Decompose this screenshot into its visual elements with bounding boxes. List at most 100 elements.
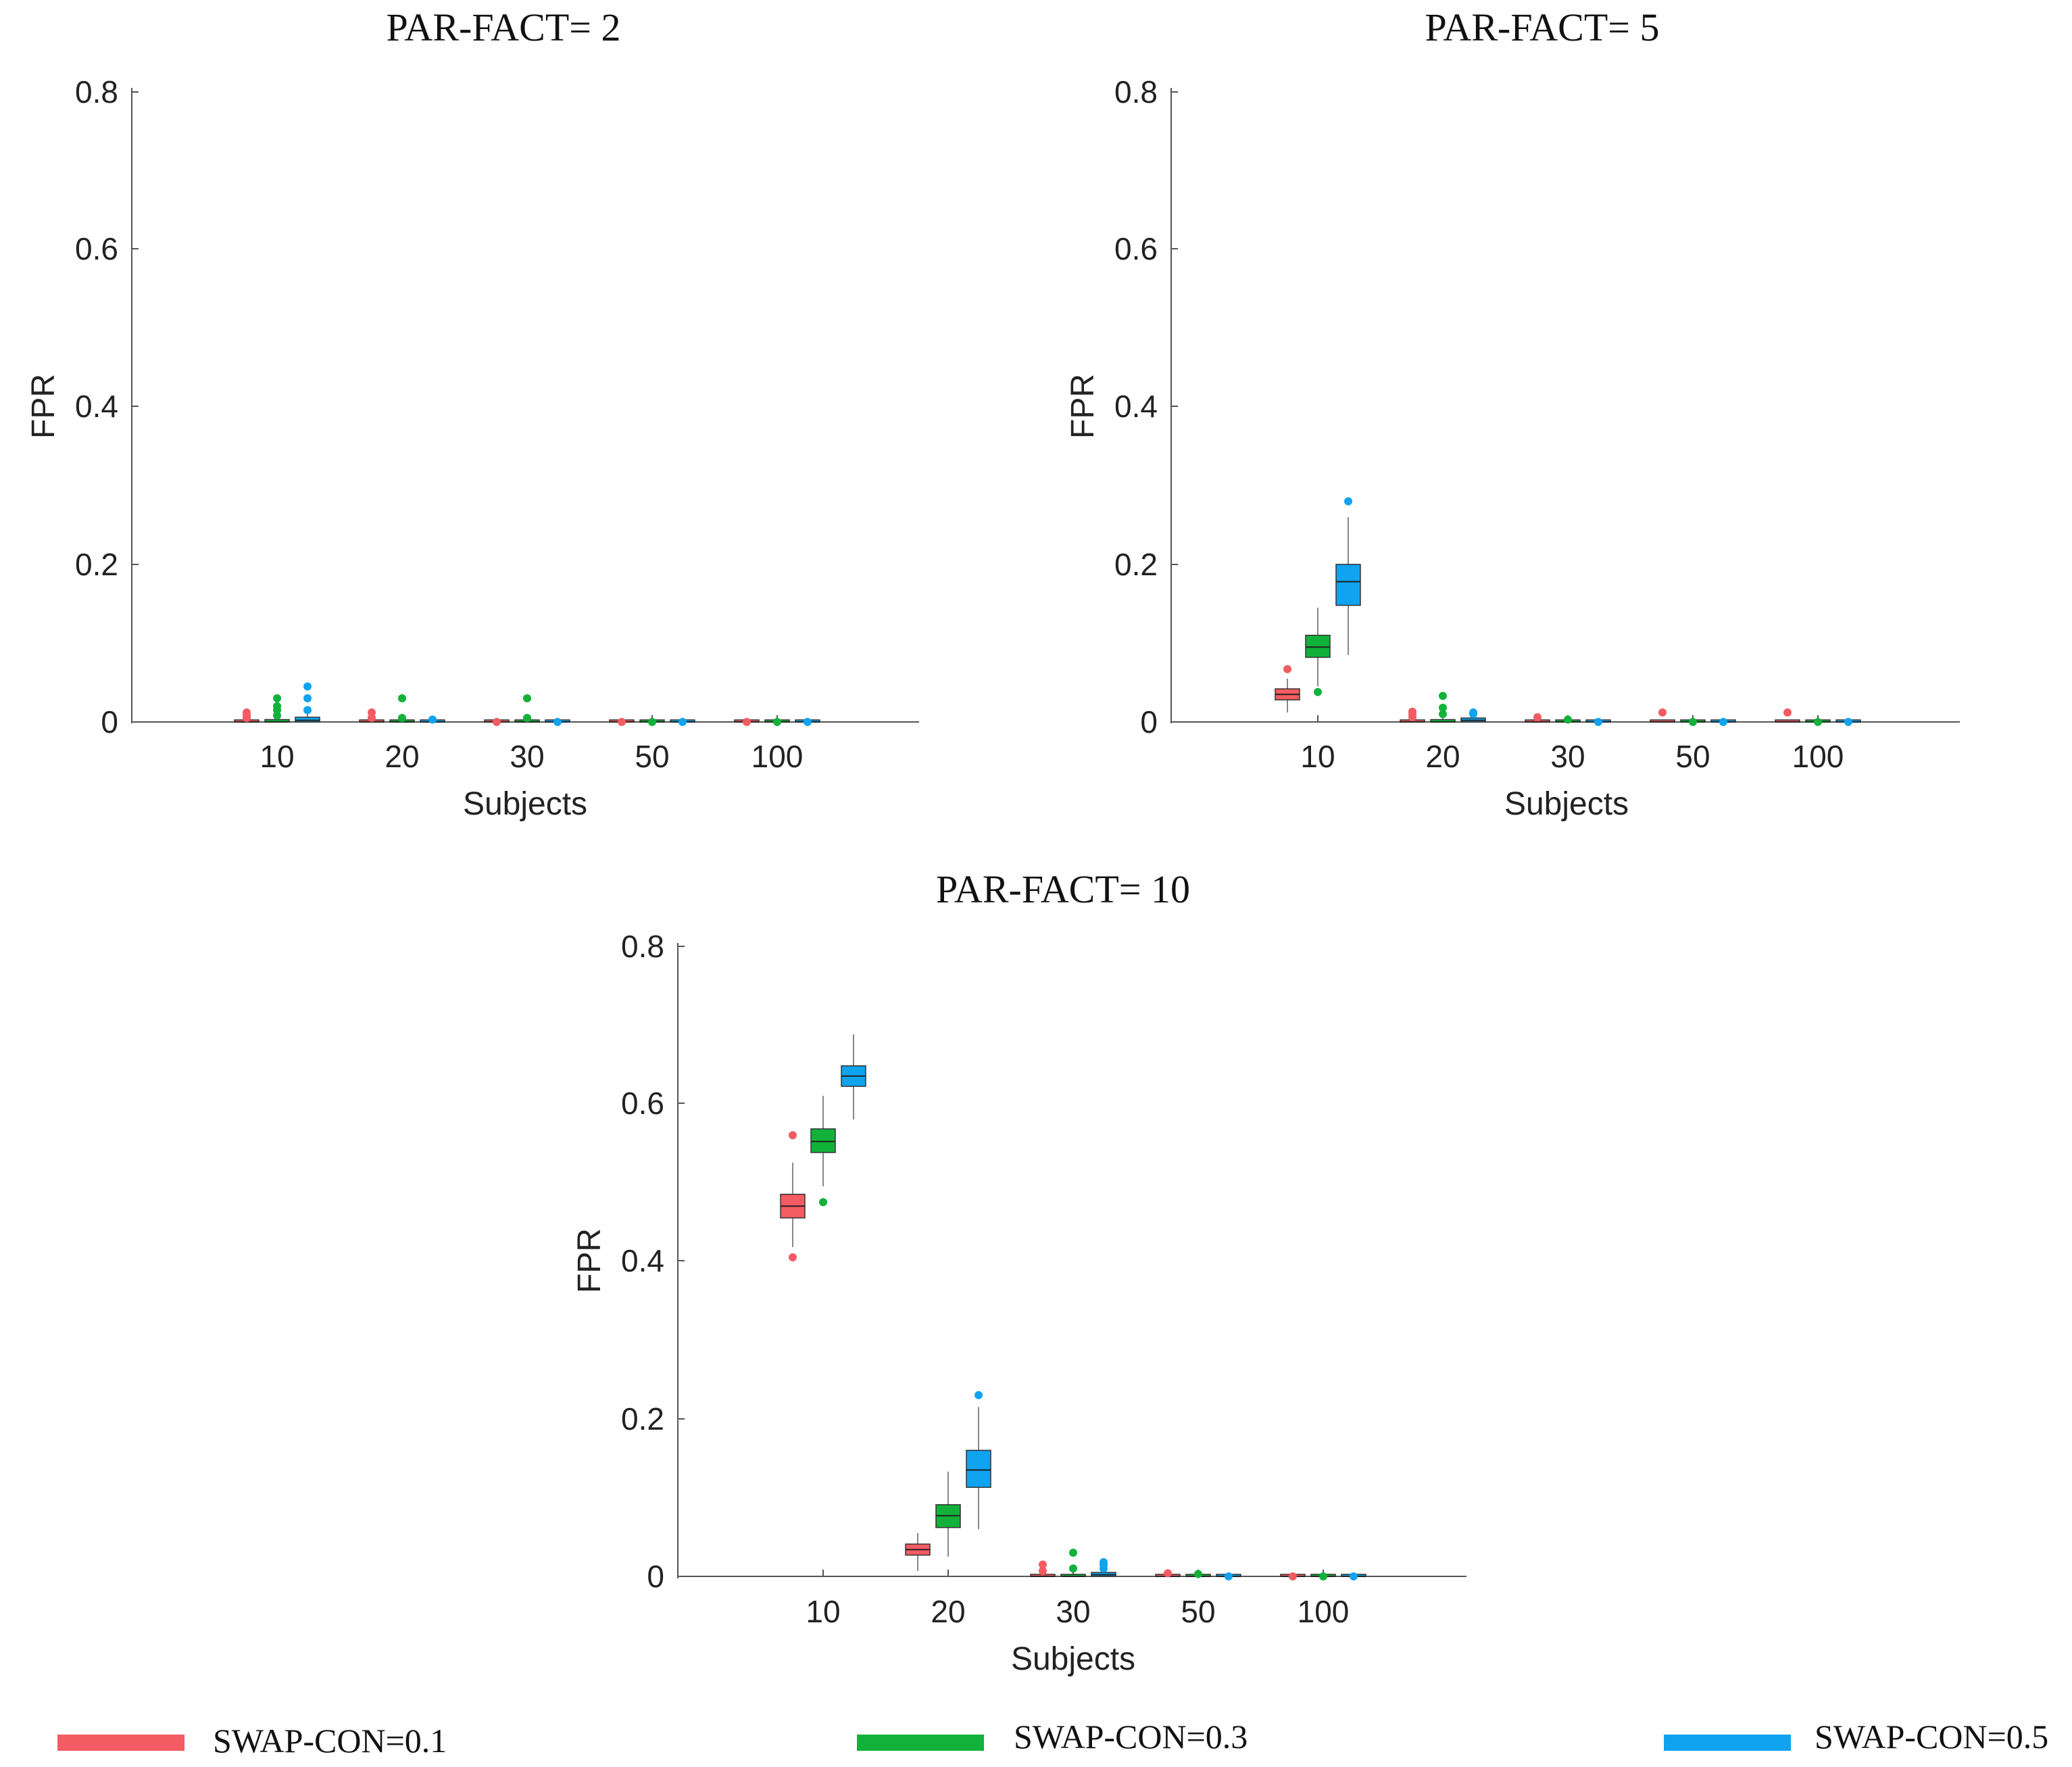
outlier-point bbox=[1225, 1572, 1233, 1580]
outlier-point bbox=[1469, 708, 1477, 717]
y-tick-label: 0.8 bbox=[621, 929, 664, 964]
outlier-point bbox=[1283, 664, 1291, 673]
outlier-point bbox=[773, 718, 781, 726]
legend-item: SWAP-CON=0.3 bbox=[857, 1718, 1248, 1756]
y-axis-label: FPR bbox=[1065, 374, 1101, 439]
y-tick-label: 0.8 bbox=[75, 74, 118, 110]
outlier-point bbox=[493, 718, 501, 726]
outlier-point bbox=[1069, 1549, 1077, 1557]
outlier-point bbox=[975, 1390, 983, 1399]
outlier-point bbox=[303, 694, 312, 703]
legend-label: SWAP-CON=0.1 bbox=[213, 1722, 447, 1760]
x-tick-label: 50 bbox=[1675, 739, 1710, 774]
x-axis-label: Subjects bbox=[1504, 786, 1629, 822]
y-tick-label: 0.2 bbox=[1114, 547, 1158, 582]
outlier-point bbox=[398, 714, 406, 723]
outlier-point bbox=[1533, 713, 1541, 722]
legend-swatch-green bbox=[857, 1735, 984, 1751]
outlier-point bbox=[648, 718, 656, 726]
panel-par-fact-2: PAR-FACT= 2 0 0.2 0.4 0.6 0.8 FPR 10 20 … bbox=[26, 5, 919, 822]
outlier-point bbox=[804, 718, 812, 726]
panel-par-fact-5: PAR-FACT= 5 0 0.2 0.4 0.6 0.8 FPR 10 20 … bbox=[1065, 5, 1960, 822]
outlier-point bbox=[1350, 1572, 1358, 1580]
outlier-point bbox=[1439, 692, 1447, 700]
y-tick-label: 0.4 bbox=[75, 389, 118, 424]
outlier-point bbox=[273, 694, 281, 703]
chart-title: PAR-FACT= 5 bbox=[1425, 5, 1660, 49]
y-axis-label: FPR bbox=[572, 1228, 608, 1293]
x-axis-label: Subjects bbox=[463, 786, 587, 822]
box-marks bbox=[234, 682, 820, 726]
panel-par-fact-10: PAR-FACT= 10 0 0.2 0.4 0.6 0.8 FPR 10 20… bbox=[572, 867, 1466, 1677]
outlier-point bbox=[1100, 1558, 1108, 1567]
outlier-point bbox=[523, 714, 531, 723]
outlier-point bbox=[243, 708, 251, 717]
outlier-point bbox=[1844, 718, 1852, 726]
outlier-point bbox=[1783, 708, 1792, 717]
x-tick-label: 10 bbox=[1300, 739, 1335, 774]
y-tick-label: 0.6 bbox=[1114, 231, 1158, 266]
outlier-point bbox=[1194, 1570, 1202, 1578]
outlier-point bbox=[1594, 718, 1602, 726]
outlier-point bbox=[789, 1131, 797, 1140]
x-axis: 10 20 30 50 100 Subjects bbox=[132, 715, 919, 822]
outlier-point bbox=[1164, 1569, 1172, 1578]
outlier-point bbox=[1439, 704, 1447, 712]
outlier-point bbox=[789, 1253, 797, 1261]
x-tick-label: 100 bbox=[1298, 1594, 1350, 1629]
box-iqr bbox=[810, 1128, 836, 1153]
legend-label: SWAP-CON=0.3 bbox=[1014, 1718, 1248, 1756]
x-tick-label: 50 bbox=[1181, 1594, 1215, 1629]
x-tick-label: 20 bbox=[1425, 739, 1460, 774]
outlier-point bbox=[273, 702, 281, 710]
y-axis-label: FPR bbox=[26, 374, 61, 439]
box-iqr bbox=[966, 1449, 991, 1488]
box-marks bbox=[780, 1034, 1366, 1580]
x-axis-label: Subjects bbox=[1011, 1641, 1135, 1677]
y-tick-label: 0.8 bbox=[1114, 74, 1158, 110]
outlier-point bbox=[1039, 1566, 1047, 1575]
legend-swatch-blue bbox=[1664, 1735, 1791, 1751]
legend-label: SWAP-CON=0.5 bbox=[1815, 1718, 2048, 1756]
outlier-point bbox=[1564, 715, 1572, 724]
y-tick-label: 0 bbox=[647, 1559, 664, 1594]
outlier-point bbox=[368, 708, 376, 717]
outlier-point bbox=[1319, 1572, 1327, 1580]
x-tick-label: 20 bbox=[931, 1594, 965, 1629]
outlier-point bbox=[743, 718, 751, 726]
y-axis: 0 0.2 0.4 0.6 0.8 FPR bbox=[26, 74, 139, 740]
outlier-point bbox=[523, 694, 531, 703]
x-tick-label: 100 bbox=[751, 739, 804, 774]
legend: SWAP-CON=0.1 SWAP-CON=0.3 SWAP-CON=0.5 bbox=[57, 1718, 2048, 1760]
outlier-point bbox=[428, 715, 437, 724]
x-tick-label: 10 bbox=[806, 1594, 840, 1629]
chart-title: PAR-FACT= 2 bbox=[387, 5, 621, 49]
y-tick-label: 0 bbox=[1140, 704, 1158, 740]
y-tick-label: 0.6 bbox=[75, 231, 118, 266]
outlier-point bbox=[1344, 497, 1352, 506]
x-axis: 10 20 30 50 100 Subjects bbox=[1171, 715, 1960, 822]
y-tick-label: 0 bbox=[101, 704, 118, 740]
y-tick-label: 0.6 bbox=[621, 1086, 664, 1121]
x-tick-label: 10 bbox=[260, 739, 294, 774]
outlier-point bbox=[1658, 708, 1667, 717]
legend-swatch-red bbox=[57, 1735, 184, 1751]
outlier-point bbox=[553, 718, 562, 726]
outlier-point bbox=[819, 1198, 827, 1207]
x-tick-label: 30 bbox=[510, 739, 544, 774]
y-tick-label: 0.2 bbox=[75, 547, 118, 582]
outlier-point bbox=[1439, 710, 1447, 719]
y-tick-label: 0.2 bbox=[621, 1401, 664, 1436]
outlier-point bbox=[303, 682, 312, 691]
outlier-point bbox=[1408, 707, 1416, 716]
x-tick-label: 100 bbox=[1792, 739, 1844, 774]
outlier-point bbox=[1719, 718, 1727, 726]
x-tick-label: 30 bbox=[1056, 1594, 1090, 1629]
chart-title: PAR-FACT= 10 bbox=[936, 867, 1190, 911]
outlier-point bbox=[1814, 718, 1822, 726]
outlier-point bbox=[679, 718, 687, 726]
outlier-point bbox=[303, 706, 312, 715]
y-tick-label: 0.4 bbox=[1114, 389, 1158, 424]
outlier-point bbox=[398, 694, 406, 703]
